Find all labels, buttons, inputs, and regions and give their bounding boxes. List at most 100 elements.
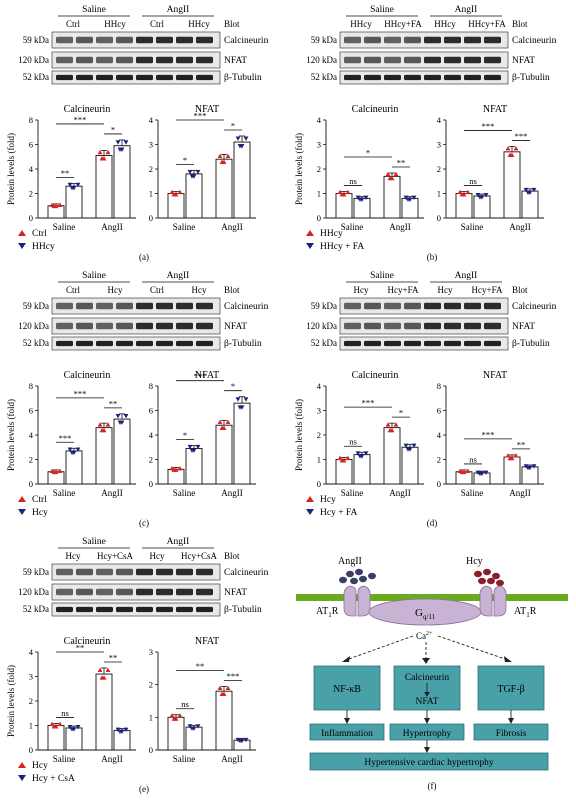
blot-band <box>196 606 213 613</box>
bar <box>353 454 371 485</box>
y-tick-label: 0 <box>149 745 153 755</box>
chart-title: NFAT <box>483 104 507 115</box>
chart-title: Calcineurin <box>352 104 399 115</box>
kda-label: 59 kDa <box>23 35 49 45</box>
data-point <box>339 458 345 463</box>
inflammation-box <box>309 723 385 741</box>
data-point <box>105 667 111 673</box>
data-point <box>195 724 201 729</box>
y-tick-label: 2 <box>29 455 33 465</box>
y-tick-label: 4 <box>317 381 322 391</box>
y-tick-label: 1 <box>149 189 153 199</box>
legend-label: HHcy <box>320 229 343 239</box>
y-tick-label: 4 <box>149 115 154 125</box>
bar <box>401 446 419 485</box>
dashed-arrows <box>345 635 509 661</box>
data-point <box>405 447 411 452</box>
legend-label: Ctrl <box>32 229 47 239</box>
data-point <box>171 716 177 721</box>
data-point <box>513 145 519 151</box>
fibrosis-label: Fibrosis <box>496 729 527 739</box>
blot-band <box>96 302 113 310</box>
blot-band <box>156 56 173 64</box>
x-category-label: Saline <box>53 222 76 232</box>
panel-b-figure: Saline AngII HHcy HHcy+FA HHcy HHcy+FA Blot 59 … <box>294 5 557 262</box>
legend-marker <box>18 775 26 781</box>
data-point <box>403 443 409 449</box>
protein-label: Calcineurin <box>512 36 557 46</box>
data-point <box>243 737 249 743</box>
blot-band <box>156 322 173 330</box>
nfat-label: NFAT <box>415 697 438 707</box>
blot-band <box>404 302 421 310</box>
blot-band <box>464 340 481 347</box>
data-point <box>217 685 223 691</box>
blot-lane-label: Hcy+CsA <box>181 551 218 561</box>
y-tick-label: 0 <box>149 479 153 489</box>
data-point <box>459 192 465 197</box>
blot-band <box>136 74 153 81</box>
data-point <box>187 724 193 729</box>
chart-title: NFAT <box>195 370 219 381</box>
blot-band <box>424 302 441 310</box>
kda-label: 120 kDa <box>18 55 49 65</box>
data-point <box>51 469 57 475</box>
kda-label: 59 kDa <box>311 35 337 45</box>
blot-band <box>364 74 381 81</box>
data-point <box>115 414 121 419</box>
data-point <box>97 149 103 155</box>
data-point <box>75 725 81 730</box>
blot-band <box>196 56 213 64</box>
blot-band <box>156 74 173 81</box>
blot-band <box>76 36 93 44</box>
blot-band <box>56 322 73 330</box>
data-point <box>345 189 351 195</box>
panel-f-pathway: Gq/11 AngII Hcy AT1R AT1R Ca2+ NF-κB Cal… <box>288 532 576 798</box>
receptor-at1r-left <box>343 585 371 617</box>
blot-band <box>176 588 193 596</box>
data-point <box>189 448 195 453</box>
bar-chart-calcineurin: Calcineurin Protein levels (fold) 0 1 2 3 4 Sal… <box>294 370 424 498</box>
data-point <box>217 153 223 159</box>
legend-label: Hcy <box>32 761 48 771</box>
blot-band <box>156 36 173 44</box>
chart-title: Calcineurin <box>64 370 111 381</box>
significance-label: * <box>231 120 235 130</box>
blot-lane-label: Hcy <box>66 551 81 561</box>
data-point <box>123 727 129 733</box>
data-point <box>363 195 369 201</box>
blot-band <box>344 322 361 330</box>
data-point <box>67 725 73 730</box>
blot-band <box>156 340 173 347</box>
data-point <box>169 713 175 718</box>
blot-band <box>76 340 93 347</box>
bar <box>335 193 353 219</box>
significance-label: *** <box>194 371 207 381</box>
blot-band <box>116 302 133 310</box>
data-point <box>337 189 343 195</box>
y-tick-label: 6 <box>29 406 33 416</box>
blot-strip-2 <box>51 70 221 85</box>
data-point <box>195 169 201 175</box>
legend-label: HHcy + FA <box>320 242 364 252</box>
chart-title: NFAT <box>483 370 507 381</box>
blot-band <box>344 302 361 310</box>
blot-band <box>484 322 501 330</box>
blot-strip-2 <box>51 336 221 351</box>
data-point <box>475 193 481 198</box>
y-tick-label: 4 <box>29 647 34 657</box>
data-point <box>51 203 57 209</box>
panel-d: Saline AngII Hcy Hcy+FA Hcy Hcy+FA Blot 59 kDa C… <box>288 266 576 532</box>
legend-marker <box>18 762 26 768</box>
y-tick-label: 2 <box>149 680 153 690</box>
blot-band <box>404 56 421 64</box>
hcy-ligands <box>474 568 504 587</box>
data-point <box>177 189 183 195</box>
data-point <box>459 469 465 475</box>
data-point <box>177 465 183 471</box>
data-point <box>345 455 351 461</box>
blot-band <box>444 322 461 330</box>
data-point <box>69 727 75 732</box>
